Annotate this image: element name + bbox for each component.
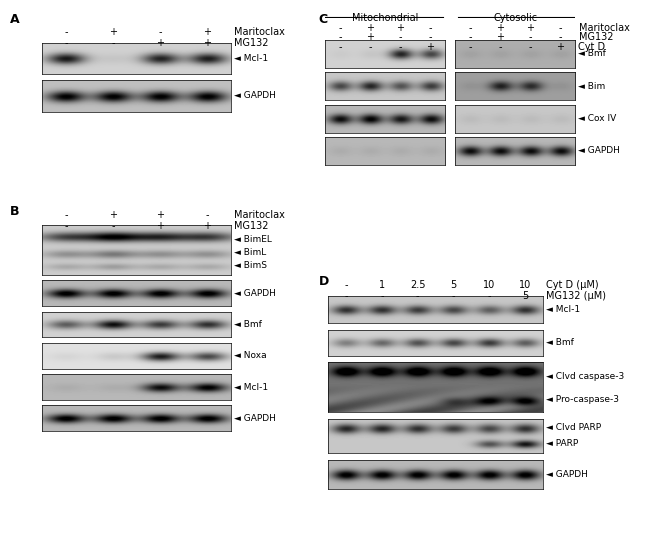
Text: B: B <box>10 205 20 218</box>
Text: ◄ Mcl-1: ◄ Mcl-1 <box>546 306 580 314</box>
Text: Maritoclax: Maritoclax <box>234 27 285 37</box>
Text: -: - <box>428 23 432 33</box>
Text: MG132: MG132 <box>234 38 268 48</box>
Text: MG132: MG132 <box>234 221 268 231</box>
Text: -: - <box>64 210 68 220</box>
Text: -: - <box>159 27 162 37</box>
Text: +: + <box>109 210 117 220</box>
Text: ◄ GAPDH: ◄ GAPDH <box>546 470 588 479</box>
Text: -: - <box>452 291 455 301</box>
Text: -: - <box>338 32 342 43</box>
Text: ◄ Mcl-1: ◄ Mcl-1 <box>234 383 268 391</box>
Text: ◄ Mcl-1: ◄ Mcl-1 <box>234 54 268 63</box>
Text: -: - <box>64 221 68 231</box>
Text: ◄ Clvd caspase-3: ◄ Clvd caspase-3 <box>546 372 624 381</box>
Text: ◄ GAPDH: ◄ GAPDH <box>234 289 276 298</box>
Text: -: - <box>344 280 348 291</box>
Text: -: - <box>64 27 68 37</box>
Text: ◄ Bmf: ◄ Bmf <box>578 50 606 58</box>
Text: ◄ PARP: ◄ PARP <box>546 439 578 448</box>
Text: 5: 5 <box>450 280 456 291</box>
Text: ◄ Bim: ◄ Bim <box>578 82 606 91</box>
Text: 10: 10 <box>519 280 531 291</box>
Text: -: - <box>558 32 562 43</box>
Text: -: - <box>111 221 114 231</box>
Text: Mitochondrial: Mitochondrial <box>352 13 419 24</box>
Text: -: - <box>64 38 68 48</box>
Text: ◄ Bmf: ◄ Bmf <box>546 338 574 347</box>
Text: ◄ GAPDH: ◄ GAPDH <box>578 147 620 155</box>
Text: +: + <box>496 23 504 33</box>
Text: -: - <box>416 291 419 301</box>
Text: +: + <box>496 32 504 43</box>
Text: ◄ BimEL: ◄ BimEL <box>234 236 272 244</box>
Text: -: - <box>380 291 384 301</box>
Text: +: + <box>426 42 434 52</box>
Text: -: - <box>488 291 491 301</box>
Text: Maritoclax: Maritoclax <box>578 23 629 33</box>
Text: +: + <box>366 23 374 33</box>
Text: +: + <box>109 27 117 37</box>
Text: -: - <box>338 23 342 33</box>
Text: -: - <box>398 42 402 52</box>
Text: -: - <box>468 42 472 52</box>
Text: +: + <box>556 42 564 52</box>
Text: Cytosolic: Cytosolic <box>493 13 537 24</box>
Text: -: - <box>428 32 432 43</box>
Text: 5: 5 <box>522 291 528 301</box>
Text: 2.5: 2.5 <box>410 280 425 291</box>
Text: MG132 (μM): MG132 (μM) <box>546 291 606 301</box>
Text: -: - <box>558 23 562 33</box>
Text: -: - <box>528 32 532 43</box>
Text: -: - <box>528 42 532 52</box>
Text: +: + <box>526 23 534 33</box>
Text: +: + <box>366 32 374 43</box>
Text: ◄ Noxa: ◄ Noxa <box>234 351 266 360</box>
Text: Cyt D: Cyt D <box>578 42 606 52</box>
Text: +: + <box>156 221 164 231</box>
Text: Cyt D (μM): Cyt D (μM) <box>546 280 599 291</box>
Text: ◄ Bmf: ◄ Bmf <box>234 320 262 329</box>
Text: C: C <box>318 13 328 26</box>
Text: +: + <box>156 38 164 48</box>
Text: -: - <box>499 42 502 52</box>
Text: -: - <box>468 23 472 33</box>
Text: +: + <box>396 23 404 33</box>
Text: +: + <box>203 38 211 48</box>
Text: +: + <box>203 221 211 231</box>
Text: -: - <box>468 32 472 43</box>
Text: -: - <box>111 38 114 48</box>
Text: D: D <box>318 275 329 288</box>
Text: +: + <box>203 27 211 37</box>
Text: ◄ Pro-caspase-3: ◄ Pro-caspase-3 <box>546 395 619 404</box>
Text: Maritoclax: Maritoclax <box>234 210 285 220</box>
Text: ◄ BimL: ◄ BimL <box>234 248 266 257</box>
Text: ◄ BimS: ◄ BimS <box>234 261 267 270</box>
Text: 1: 1 <box>379 280 385 291</box>
Text: 10: 10 <box>483 280 495 291</box>
Text: -: - <box>205 210 209 220</box>
Text: ◄ Clvd PARP: ◄ Clvd PARP <box>546 423 601 432</box>
Text: -: - <box>369 42 372 52</box>
Text: ◄ Cox IV: ◄ Cox IV <box>578 114 617 123</box>
Text: MG132: MG132 <box>578 32 613 43</box>
Text: -: - <box>344 291 348 301</box>
Text: ◄ GAPDH: ◄ GAPDH <box>234 414 276 423</box>
Text: +: + <box>156 210 164 220</box>
Text: -: - <box>398 32 402 43</box>
Text: A: A <box>10 13 20 26</box>
Text: ◄ GAPDH: ◄ GAPDH <box>234 92 276 100</box>
Text: -: - <box>338 42 342 52</box>
